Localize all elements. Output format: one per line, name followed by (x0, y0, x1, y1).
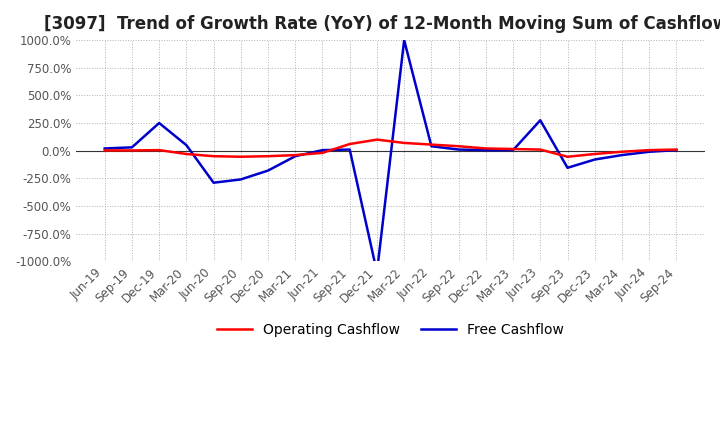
Operating Cashflow (264, 154, 272, 159)
Operating Cashflow (100, 148, 109, 153)
Operating Cashflow (373, 137, 382, 142)
Operating Cashflow (482, 146, 490, 151)
Free Cashflow (210, 180, 218, 185)
Free Cashflow (618, 152, 626, 158)
Free Cashflow (563, 165, 572, 170)
Free Cashflow (400, 37, 408, 43)
Title: [3097]  Trend of Growth Rate (YoY) of 12-Month Moving Sum of Cashflows: [3097] Trend of Growth Rate (YoY) of 12-… (43, 15, 720, 33)
Operating Cashflow (346, 141, 354, 147)
Operating Cashflow (509, 147, 518, 152)
Operating Cashflow (536, 147, 544, 152)
Legend: Operating Cashflow, Free Cashflow: Operating Cashflow, Free Cashflow (212, 318, 570, 343)
Operating Cashflow (155, 147, 163, 153)
Operating Cashflow (454, 143, 463, 149)
Operating Cashflow (590, 151, 599, 157)
Operating Cashflow (127, 148, 136, 153)
Free Cashflow (236, 177, 245, 182)
Free Cashflow (155, 121, 163, 126)
Free Cashflow (672, 147, 680, 153)
Free Cashflow (645, 149, 654, 154)
Operating Cashflow (210, 154, 218, 159)
Operating Cashflow (672, 147, 680, 152)
Line: Operating Cashflow: Operating Cashflow (104, 139, 676, 157)
Operating Cashflow (236, 154, 245, 159)
Free Cashflow (346, 147, 354, 152)
Line: Free Cashflow: Free Cashflow (104, 40, 676, 272)
Operating Cashflow (427, 142, 436, 147)
Free Cashflow (182, 143, 191, 148)
Operating Cashflow (563, 154, 572, 159)
Free Cashflow (482, 147, 490, 153)
Operating Cashflow (318, 150, 327, 155)
Free Cashflow (590, 157, 599, 162)
Free Cashflow (536, 117, 544, 123)
Free Cashflow (509, 147, 518, 153)
Free Cashflow (373, 270, 382, 275)
Free Cashflow (100, 146, 109, 151)
Free Cashflow (454, 147, 463, 152)
Free Cashflow (427, 143, 436, 149)
Free Cashflow (318, 147, 327, 153)
Operating Cashflow (182, 151, 191, 157)
Operating Cashflow (618, 149, 626, 154)
Free Cashflow (264, 168, 272, 173)
Free Cashflow (127, 145, 136, 150)
Free Cashflow (291, 154, 300, 159)
Operating Cashflow (645, 147, 654, 153)
Operating Cashflow (400, 140, 408, 146)
Operating Cashflow (291, 152, 300, 158)
